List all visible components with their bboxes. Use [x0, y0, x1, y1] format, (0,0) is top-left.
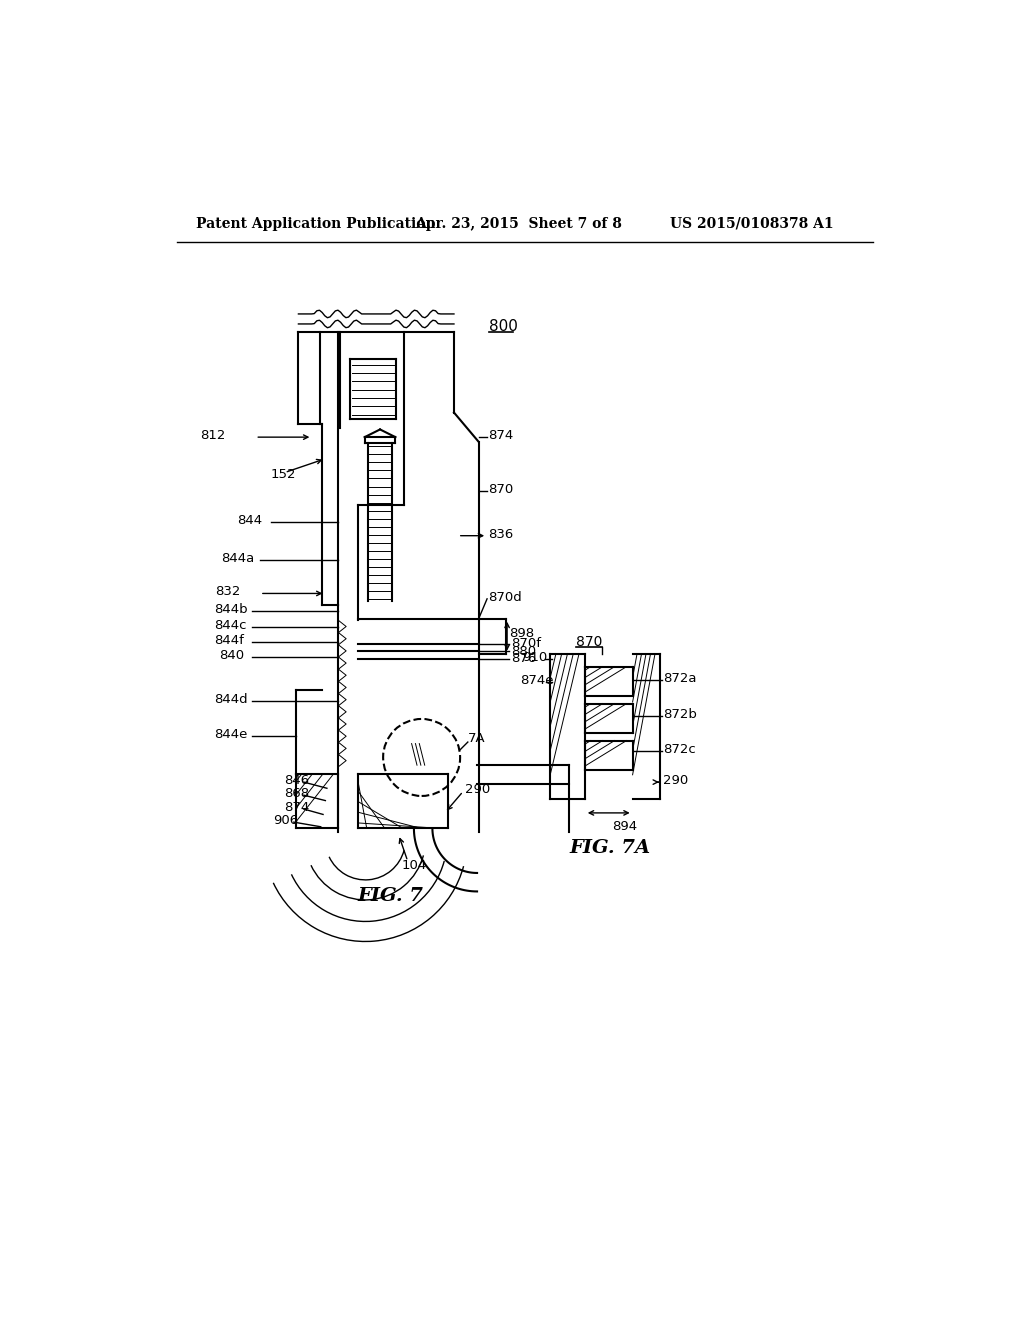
Text: 868: 868	[285, 787, 309, 800]
Text: 290: 290	[664, 774, 689, 787]
Text: 880: 880	[511, 644, 537, 657]
Text: 800: 800	[488, 318, 517, 334]
Text: 844d: 844d	[214, 693, 248, 706]
Text: 104: 104	[401, 859, 427, 871]
Text: FIG. 7: FIG. 7	[357, 887, 424, 906]
Text: 846: 846	[285, 774, 309, 787]
Text: 874: 874	[488, 429, 514, 442]
Text: 898: 898	[509, 627, 535, 640]
Text: 840: 840	[219, 649, 245, 663]
Text: 844b: 844b	[214, 603, 248, 616]
Text: 152: 152	[270, 467, 296, 480]
Text: 870f: 870f	[511, 638, 541, 649]
Text: 870d: 870d	[488, 591, 522, 603]
Text: 906: 906	[273, 814, 298, 828]
Text: US 2015/0108378 A1: US 2015/0108378 A1	[670, 216, 834, 231]
Text: 7A: 7A	[468, 733, 485, 746]
Text: 870: 870	[488, 483, 514, 496]
Text: 870: 870	[575, 635, 602, 649]
Text: 874: 874	[285, 801, 310, 814]
Text: 812: 812	[200, 429, 225, 442]
Text: 844c: 844c	[214, 619, 246, 631]
Text: 844f: 844f	[214, 634, 244, 647]
Text: 844a: 844a	[221, 552, 255, 565]
Text: 844: 844	[237, 513, 262, 527]
Text: 290: 290	[465, 783, 490, 796]
Text: 872b: 872b	[664, 708, 697, 721]
Text: 872a: 872a	[664, 672, 697, 685]
Text: 832: 832	[215, 585, 241, 598]
Text: 894: 894	[612, 820, 638, 833]
Text: 836: 836	[488, 528, 514, 541]
Text: Apr. 23, 2015  Sheet 7 of 8: Apr. 23, 2015 Sheet 7 of 8	[416, 216, 623, 231]
Text: 872c: 872c	[664, 743, 696, 756]
Text: 876: 876	[511, 652, 537, 665]
Text: 910: 910	[521, 651, 547, 664]
Text: 844e: 844e	[214, 727, 247, 741]
Text: FIG. 7A: FIG. 7A	[569, 838, 650, 857]
Text: 874e: 874e	[520, 675, 554, 686]
Text: Patent Application Publication: Patent Application Publication	[196, 216, 435, 231]
